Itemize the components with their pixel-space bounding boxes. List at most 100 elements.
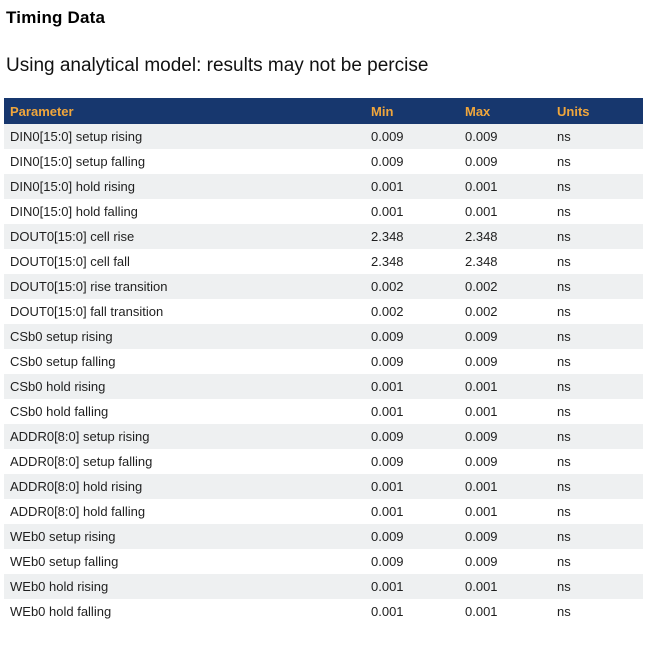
cell-units: ns bbox=[557, 604, 571, 619]
cell-parameter: DOUT0[15:0] fall transition bbox=[10, 304, 164, 319]
cell-min: 0.009 bbox=[371, 454, 404, 469]
page-title: Timing Data bbox=[6, 8, 106, 27]
table-row: ADDR0[8:0] setup falling 0.009 0.009 ns bbox=[4, 449, 643, 474]
column-header-units: Units bbox=[551, 98, 643, 124]
cell-units: ns bbox=[557, 229, 571, 244]
cell-units: ns bbox=[557, 279, 571, 294]
cell-min: 0.009 bbox=[371, 529, 404, 544]
cell-max: 0.002 bbox=[465, 279, 498, 294]
cell-min: 0.009 bbox=[371, 154, 404, 169]
cell-parameter: DIN0[15:0] setup rising bbox=[10, 129, 143, 144]
cell-units: ns bbox=[557, 354, 571, 369]
table-header-row: Parameter Min Max Units bbox=[4, 98, 643, 124]
cell-units: ns bbox=[557, 529, 571, 544]
table-body: DIN0[15:0] setup rising 0.009 0.009 ns DIN0[… bbox=[4, 124, 643, 624]
timing-report-page: Timing Data Using analytical model: resu… bbox=[4, 8, 643, 624]
table-row: CSb0 setup rising 0.009 0.009 ns bbox=[4, 324, 643, 349]
cell-max: 0.009 bbox=[465, 454, 498, 469]
cell-min: 0.001 bbox=[371, 479, 404, 494]
cell-max: 0.001 bbox=[465, 204, 498, 219]
table-row: DOUT0[15:0] fall transition 0.002 0.002 ns bbox=[4, 299, 643, 324]
cell-min: 2.348 bbox=[371, 229, 404, 244]
table-row: DOUT0[15:0] cell rise 2.348 2.348 ns bbox=[4, 224, 643, 249]
cell-parameter: DIN0[15:0] setup falling bbox=[10, 154, 146, 169]
table-row: WEb0 setup falling 0.009 0.009 ns bbox=[4, 549, 643, 574]
column-header-max: Max bbox=[459, 98, 551, 124]
cell-units: ns bbox=[557, 154, 571, 169]
cell-parameter: CSb0 hold falling bbox=[10, 404, 109, 419]
cell-units: ns bbox=[557, 204, 571, 219]
cell-max: 0.009 bbox=[465, 554, 498, 569]
cell-min: 0.001 bbox=[371, 404, 404, 419]
cell-max: 0.001 bbox=[465, 604, 498, 619]
cell-min: 0.009 bbox=[371, 129, 404, 144]
cell-units: ns bbox=[557, 554, 571, 569]
table-row: ADDR0[8:0] hold falling 0.001 0.001 ns bbox=[4, 499, 643, 524]
cell-max: 0.009 bbox=[465, 354, 498, 369]
cell-min: 0.002 bbox=[371, 304, 404, 319]
timing-data-table: Parameter Min Max Units DIN0[15:0] setup… bbox=[4, 98, 643, 624]
cell-min: 0.009 bbox=[371, 554, 404, 569]
cell-max: 2.348 bbox=[465, 229, 498, 244]
cell-units: ns bbox=[557, 379, 571, 394]
cell-units: ns bbox=[557, 129, 571, 144]
cell-parameter: DOUT0[15:0] cell rise bbox=[10, 229, 135, 244]
cell-min: 0.009 bbox=[371, 429, 404, 444]
cell-parameter: CSb0 setup rising bbox=[10, 329, 113, 344]
cell-units: ns bbox=[557, 579, 571, 594]
cell-max: 0.009 bbox=[465, 329, 498, 344]
cell-max: 0.009 bbox=[465, 529, 498, 544]
cell-parameter: ADDR0[8:0] hold falling bbox=[10, 504, 146, 519]
cell-max: 0.002 bbox=[465, 304, 498, 319]
cell-max: 0.001 bbox=[465, 504, 498, 519]
cell-units: ns bbox=[557, 304, 571, 319]
cell-units: ns bbox=[557, 179, 571, 194]
cell-min: 0.009 bbox=[371, 329, 404, 344]
table-row: DIN0[15:0] setup falling 0.009 0.009 ns bbox=[4, 149, 643, 174]
cell-min: 0.001 bbox=[371, 379, 404, 394]
cell-min: 0.001 bbox=[371, 504, 404, 519]
cell-parameter: DOUT0[15:0] rise transition bbox=[10, 279, 168, 294]
cell-units: ns bbox=[557, 404, 571, 419]
cell-parameter: DIN0[15:0] hold falling bbox=[10, 204, 138, 219]
table-row: DOUT0[15:0] rise transition 0.002 0.002 ns bbox=[4, 274, 643, 299]
cell-units: ns bbox=[557, 454, 571, 469]
cell-min: 0.002 bbox=[371, 279, 404, 294]
cell-max: 0.001 bbox=[465, 379, 498, 394]
cell-min: 0.001 bbox=[371, 179, 404, 194]
column-header-min: Min bbox=[365, 98, 459, 124]
cell-parameter: CSb0 hold rising bbox=[10, 379, 106, 394]
table-row: DIN0[15:0] setup rising 0.009 0.009 ns bbox=[4, 124, 643, 149]
table-row: CSb0 hold rising 0.001 0.001 ns bbox=[4, 374, 643, 399]
table-row: ADDR0[8:0] setup rising 0.009 0.009 ns bbox=[4, 424, 643, 449]
cell-max: 0.009 bbox=[465, 129, 498, 144]
cell-min: 0.001 bbox=[371, 204, 404, 219]
cell-parameter: WEb0 setup falling bbox=[10, 554, 119, 569]
cell-max: 0.009 bbox=[465, 429, 498, 444]
cell-max: 2.348 bbox=[465, 254, 498, 269]
cell-max: 0.001 bbox=[465, 579, 498, 594]
cell-units: ns bbox=[557, 429, 571, 444]
table-row: CSb0 setup falling 0.009 0.009 ns bbox=[4, 349, 643, 374]
cell-max: 0.001 bbox=[465, 404, 498, 419]
table-row: CSb0 hold falling 0.001 0.001 ns bbox=[4, 399, 643, 424]
cell-parameter: DOUT0[15:0] cell fall bbox=[10, 254, 130, 269]
cell-parameter: DIN0[15:0] hold rising bbox=[10, 179, 136, 194]
page-subtitle: Using analytical model: results may not … bbox=[6, 55, 429, 76]
cell-parameter: ADDR0[8:0] setup falling bbox=[10, 454, 153, 469]
cell-min: 0.009 bbox=[371, 354, 404, 369]
cell-parameter: WEb0 setup rising bbox=[10, 529, 116, 544]
cell-min: 0.001 bbox=[371, 604, 404, 619]
cell-units: ns bbox=[557, 329, 571, 344]
cell-max: 0.009 bbox=[465, 154, 498, 169]
cell-units: ns bbox=[557, 479, 571, 494]
cell-max: 0.001 bbox=[465, 479, 498, 494]
table-header: Parameter Min Max Units bbox=[4, 98, 643, 124]
cell-min: 0.001 bbox=[371, 579, 404, 594]
cell-parameter: CSb0 setup falling bbox=[10, 354, 116, 369]
column-header-parameter: Parameter bbox=[4, 98, 365, 124]
table-row: DIN0[15:0] hold rising 0.001 0.001 ns bbox=[4, 174, 643, 199]
table-row: DOUT0[15:0] cell fall 2.348 2.348 ns bbox=[4, 249, 643, 274]
table-row: WEb0 setup rising 0.009 0.009 ns bbox=[4, 524, 643, 549]
cell-parameter: WEb0 hold falling bbox=[10, 604, 112, 619]
